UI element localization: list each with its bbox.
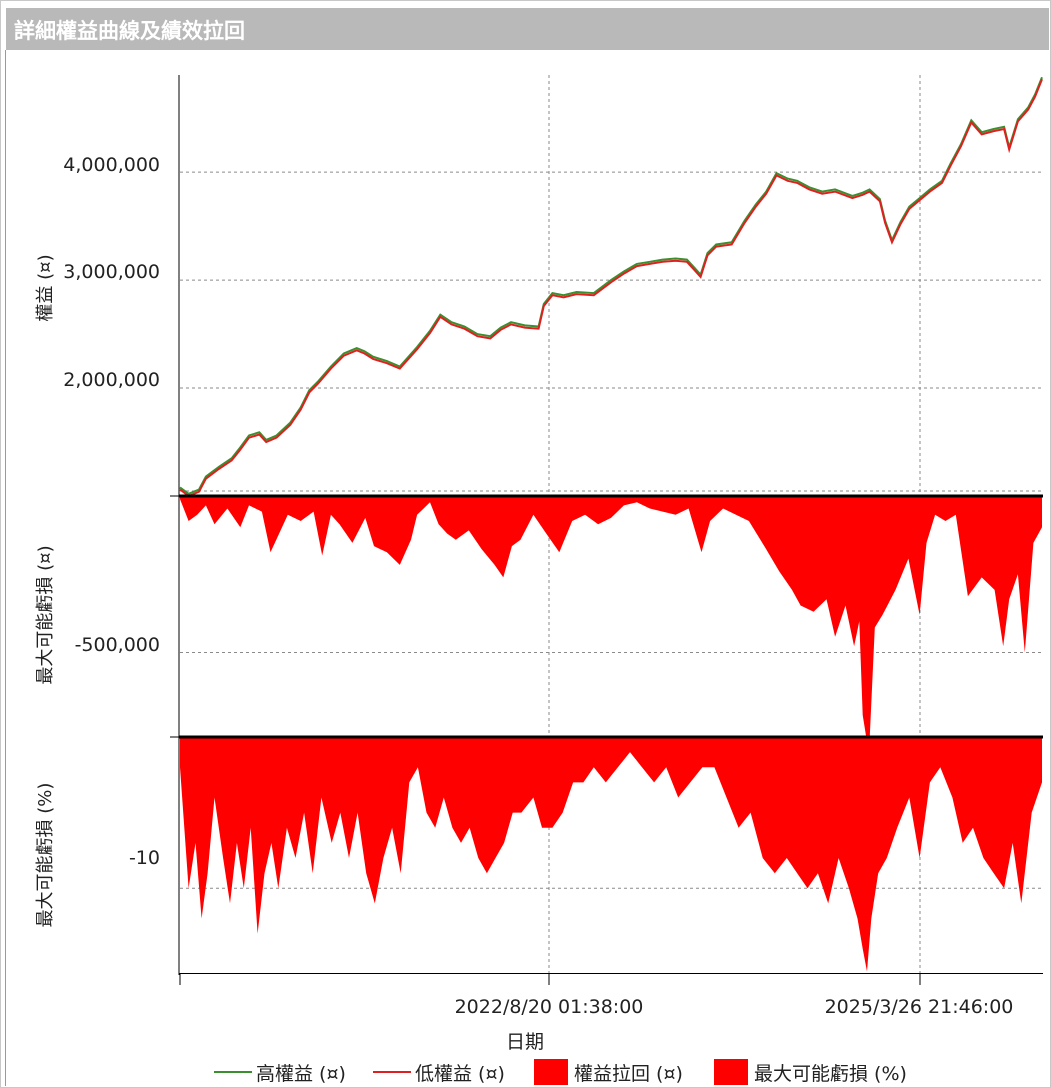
y-tick-label: 4,000,000 — [63, 154, 160, 176]
legend-line-swatch — [214, 1071, 252, 1073]
y-tick-label: 2,000,000 — [63, 369, 160, 391]
legend-label: 高權益 (¤) — [256, 1062, 346, 1085]
x-axis-title: 日期 — [506, 1031, 544, 1053]
y-tick-label: -500,000 — [75, 634, 160, 656]
equity-panel: 4,000,000 3,000,000 2,000,000 權益 (¤) — [35, 75, 1043, 498]
drawdown-percent-panel: -10 最大可能虧損 (%) — [35, 737, 1042, 973]
window-title: 詳細權益曲線及績效拉回 — [14, 19, 245, 43]
title-bar: 詳細權益曲線及績效拉回 — [6, 8, 1049, 50]
legend-box-swatch — [534, 1059, 568, 1085]
legend-label: 權益拉回 (¤) — [574, 1062, 683, 1085]
legend-box-swatch — [714, 1059, 748, 1085]
equity-axis-title: 權益 (¤) — [35, 254, 56, 321]
series-low-equity-line — [179, 78, 1043, 498]
legend-item-equity-drawdown[interactable]: 權益拉回 (¤) — [534, 1058, 683, 1086]
series-high-equity-line — [179, 76, 1043, 495]
y-tick-label: 3,000,000 — [63, 261, 160, 283]
series-equity-drawdown-area — [180, 496, 1042, 741]
legend-item-max-loss-percent[interactable]: 最大可能虧損 (%) — [714, 1058, 907, 1086]
legend-line-swatch — [373, 1071, 411, 1073]
x-tick-label: 2025/3/26 21:46:00 — [825, 996, 1014, 1018]
y-tick-label: -10 — [129, 847, 160, 869]
legend-label: 低權益 (¤) — [415, 1062, 505, 1085]
equity-grid — [180, 75, 1042, 496]
drawdown-value-panel: -500,000 最大可能虧損 (¤) — [35, 496, 1042, 741]
drawdown-value-grid — [180, 496, 1042, 737]
left-border — [5, 50, 6, 1086]
chart-legend: 高權益 (¤) 低權益 (¤) 權益拉回 (¤) 最大可能虧損 (%) — [0, 1058, 1051, 1086]
legend-item-low-equity[interactable]: 低權益 (¤) — [373, 1058, 505, 1086]
drawdown-percent-axis-title: 最大可能虧損 (%) — [35, 783, 56, 928]
series-max-loss-percent-area — [180, 737, 1042, 972]
drawdown-value-axis-title: 最大可能虧損 (¤) — [35, 545, 56, 684]
legend-item-high-equity[interactable]: 高權益 (¤) — [214, 1058, 346, 1086]
x-tick-label: 2022/8/20 01:38:00 — [455, 996, 644, 1018]
legend-label: 最大可能虧損 (%) — [754, 1062, 907, 1085]
equity-drawdown-chart: 4,000,000 3,000,000 2,000,000 權益 (¤) -50… — [35, 75, 1043, 1053]
